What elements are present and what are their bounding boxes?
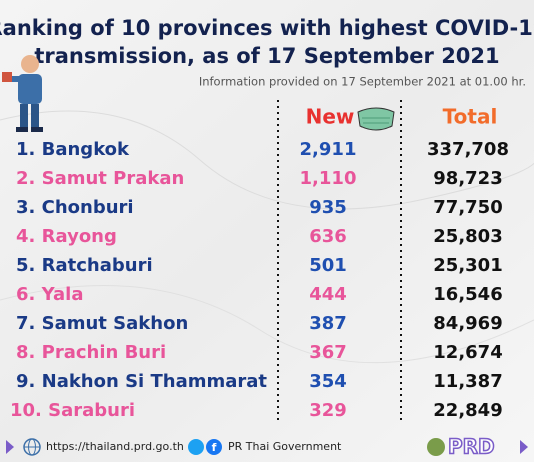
new-cases: 636 <box>309 226 347 247</box>
column-header: New <box>306 105 355 129</box>
province: 6. Yala <box>16 284 83 305</box>
province: 8. Prachin Buri <box>16 342 166 363</box>
subtitle: Information provided on 17 September 202… <box>199 75 526 89</box>
total-cases: 25,301 <box>433 255 502 276</box>
province: 1. Bangkok <box>16 139 130 160</box>
new-cases: 444 <box>309 284 347 305</box>
total-cases: 77,750 <box>433 197 502 218</box>
province: 10. Saraburi <box>10 400 135 421</box>
total-cases: 25,803 <box>433 226 502 247</box>
title-line: transmission, as of 17 September 2021 <box>34 44 499 68</box>
health-worker-icon <box>2 55 43 132</box>
province: 3. Chonburi <box>16 197 134 218</box>
province: 7. Samut Sakhon <box>16 313 188 334</box>
column-header: Total <box>443 105 498 129</box>
total-cases: 337,708 <box>427 139 509 160</box>
marble-vein <box>0 284 534 364</box>
total-cases: 16,546 <box>433 284 502 305</box>
new-cases: 354 <box>309 371 347 392</box>
province: 9. Nakhon Si Thammarat <box>16 371 267 392</box>
new-cases: 329 <box>309 400 347 421</box>
mask-icon <box>357 107 395 131</box>
svg-text:f: f <box>212 441 217 454</box>
new-cases: 501 <box>309 255 347 276</box>
province: 2. Samut Prakan <box>16 168 184 189</box>
total-cases: 98,723 <box>433 168 502 189</box>
new-cases: 1,110 <box>300 168 357 189</box>
title-line: Ranking of 10 provinces with highest COV… <box>0 16 534 40</box>
new-cases: 935 <box>309 197 347 218</box>
footer: https://thailand.prd.go.th f PR Thai Gov… <box>6 434 528 459</box>
logo: PRD <box>448 435 495 459</box>
total-cases: 22,849 <box>433 400 502 421</box>
total-cases: 12,674 <box>433 342 502 363</box>
new-cases: 387 <box>309 313 347 334</box>
new-cases: 367 <box>309 342 347 363</box>
social: PR Thai Government <box>228 440 342 453</box>
total-cases: 11,387 <box>433 371 502 392</box>
website: https://thailand.prd.go.th <box>46 440 184 453</box>
new-cases: 2,911 <box>300 139 357 160</box>
marble-vein <box>0 110 534 210</box>
province: 5. Ratchaburi <box>16 255 153 276</box>
total-cases: 84,969 <box>433 313 502 334</box>
province: 4. Rayong <box>16 226 117 247</box>
table-body: 1. Bangkok 2,911 337,708 2. Samut Prakan 1,1… <box>10 139 509 421</box>
